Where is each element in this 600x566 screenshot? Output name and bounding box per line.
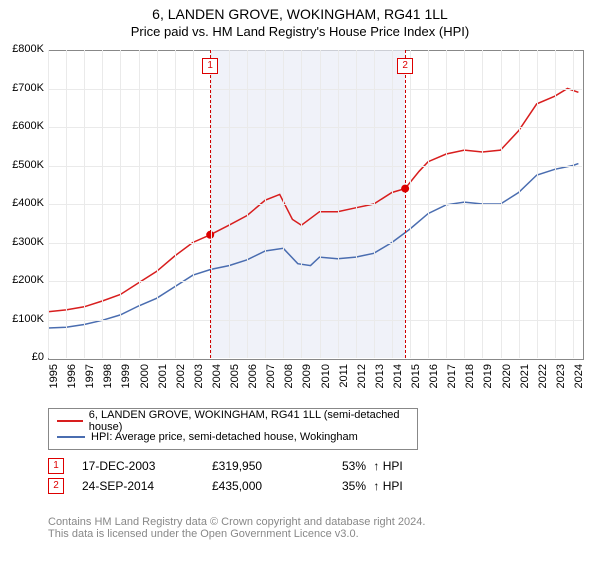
x-tick-label: 2015	[410, 364, 422, 404]
x-tick-label: 2019	[482, 364, 494, 404]
footer-attribution: Contains HM Land Registry data © Crown c…	[48, 516, 425, 540]
event-marker-ref: 2	[48, 478, 64, 494]
x-tick-label: 1995	[48, 364, 60, 404]
x-tick-label: 2009	[301, 364, 313, 404]
x-tick-label: 2005	[229, 364, 241, 404]
x-tick-label: 2010	[320, 364, 332, 404]
marker-label-1: 1	[202, 58, 218, 74]
event-price: £319,950	[212, 459, 342, 473]
x-tick-label: 2008	[283, 364, 295, 404]
x-tick-label: 2011	[338, 364, 350, 404]
x-tick-label: 2022	[537, 364, 549, 404]
x-tick-label: 2000	[139, 364, 151, 404]
x-tick-label: 2002	[175, 364, 187, 404]
x-tick-label: 2018	[464, 364, 476, 404]
up-arrow-icon: ↑	[373, 479, 379, 493]
marker-label-2: 2	[397, 58, 413, 74]
event-pct: 53%	[342, 459, 366, 473]
footer-line-2: This data is licensed under the Open Gov…	[48, 528, 425, 540]
footer-line-1: Contains HM Land Registry data © Crown c…	[48, 516, 425, 528]
y-tick-label: £300K	[4, 236, 44, 248]
y-tick-label: £800K	[4, 43, 44, 55]
event-pct: 35%	[342, 479, 366, 493]
x-tick-label: 1998	[102, 364, 114, 404]
legend-item: HPI: Average price, semi-detached house,…	[57, 429, 409, 445]
x-tick-label: 2003	[193, 364, 205, 404]
legend-swatch	[57, 420, 83, 422]
y-tick-label: £600K	[4, 120, 44, 132]
y-tick-label: £500K	[4, 159, 44, 171]
event-vs: HPI	[383, 459, 403, 473]
x-tick-label: 2017	[446, 364, 458, 404]
event-table: 1 17-DEC-2003£319,95053% ↑ HPI 2 24-SEP-201…	[48, 454, 452, 498]
y-tick-label: £700K	[4, 82, 44, 94]
marker-line-1	[210, 50, 211, 358]
event-date: 24-SEP-2014	[82, 479, 212, 493]
x-tick-label: 2001	[157, 364, 169, 404]
x-tick-label: 2013	[374, 364, 386, 404]
y-tick-label: £0	[4, 351, 44, 363]
event-vs: HPI	[383, 479, 403, 493]
legend-box: 6, LANDEN GROVE, WOKINGHAM, RG41 1LL (se…	[48, 408, 418, 450]
up-arrow-icon: ↑	[373, 459, 379, 473]
event-row: 1 17-DEC-2003£319,95053% ↑ HPI	[48, 458, 452, 474]
legend-label: HPI: Average price, semi-detached house,…	[91, 431, 358, 443]
event-marker-ref: 1	[48, 458, 64, 474]
x-tick-label: 2023	[555, 364, 567, 404]
y-tick-label: £200K	[4, 274, 44, 286]
x-tick-label: 2024	[573, 364, 585, 404]
x-tick-label: 2006	[247, 364, 259, 404]
legend-label: 6, LANDEN GROVE, WOKINGHAM, RG41 1LL (se…	[89, 409, 409, 433]
event-row: 2 24-SEP-2014£435,00035% ↑ HPI	[48, 478, 452, 494]
event-date: 17-DEC-2003	[82, 459, 212, 473]
x-tick-label: 2020	[501, 364, 513, 404]
y-tick-label: £100K	[4, 313, 44, 325]
x-tick-label: 2014	[392, 364, 404, 404]
x-tick-label: 2016	[428, 364, 440, 404]
x-tick-label: 2004	[211, 364, 223, 404]
x-tick-label: 1999	[120, 364, 132, 404]
x-tick-label: 2007	[265, 364, 277, 404]
x-tick-label: 2021	[519, 364, 531, 404]
y-tick-label: £400K	[4, 197, 44, 209]
x-tick-label: 2012	[356, 364, 368, 404]
x-tick-label: 1996	[66, 364, 78, 404]
marker-line-2	[405, 50, 406, 358]
x-tick-label: 1997	[84, 364, 96, 404]
event-price: £435,000	[212, 479, 342, 493]
legend-swatch	[57, 436, 85, 438]
legend-item: 6, LANDEN GROVE, WOKINGHAM, RG41 1LL (se…	[57, 413, 409, 429]
